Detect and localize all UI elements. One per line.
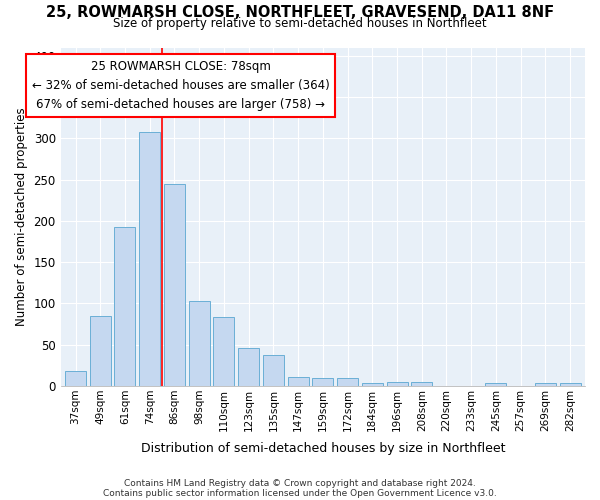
X-axis label: Distribution of semi-detached houses by size in Northfleet: Distribution of semi-detached houses by … <box>140 442 505 455</box>
Text: 25 ROWMARSH CLOSE: 78sqm
← 32% of semi-detached houses are smaller (364)
67% of : 25 ROWMARSH CLOSE: 78sqm ← 32% of semi-d… <box>32 60 329 111</box>
Text: Contains public sector information licensed under the Open Government Licence v3: Contains public sector information licen… <box>103 488 497 498</box>
Bar <box>65 371 86 386</box>
Bar <box>115 226 136 386</box>
Bar <box>287 377 308 386</box>
Bar <box>139 132 160 386</box>
Bar <box>362 382 383 386</box>
Bar <box>214 318 235 386</box>
Bar <box>411 382 432 386</box>
Bar <box>485 382 506 386</box>
Bar <box>313 378 334 386</box>
Bar <box>337 378 358 386</box>
Bar <box>188 301 209 386</box>
Bar <box>535 382 556 386</box>
Bar <box>560 382 581 386</box>
Text: Contains HM Land Registry data © Crown copyright and database right 2024.: Contains HM Land Registry data © Crown c… <box>124 478 476 488</box>
Bar <box>238 348 259 386</box>
Text: 25, ROWMARSH CLOSE, NORTHFLEET, GRAVESEND, DA11 8NF: 25, ROWMARSH CLOSE, NORTHFLEET, GRAVESEN… <box>46 5 554 20</box>
Bar <box>164 184 185 386</box>
Bar <box>263 354 284 386</box>
Bar <box>90 316 111 386</box>
Y-axis label: Number of semi-detached properties: Number of semi-detached properties <box>15 108 28 326</box>
Text: Size of property relative to semi-detached houses in Northfleet: Size of property relative to semi-detach… <box>113 18 487 30</box>
Bar <box>386 382 407 386</box>
